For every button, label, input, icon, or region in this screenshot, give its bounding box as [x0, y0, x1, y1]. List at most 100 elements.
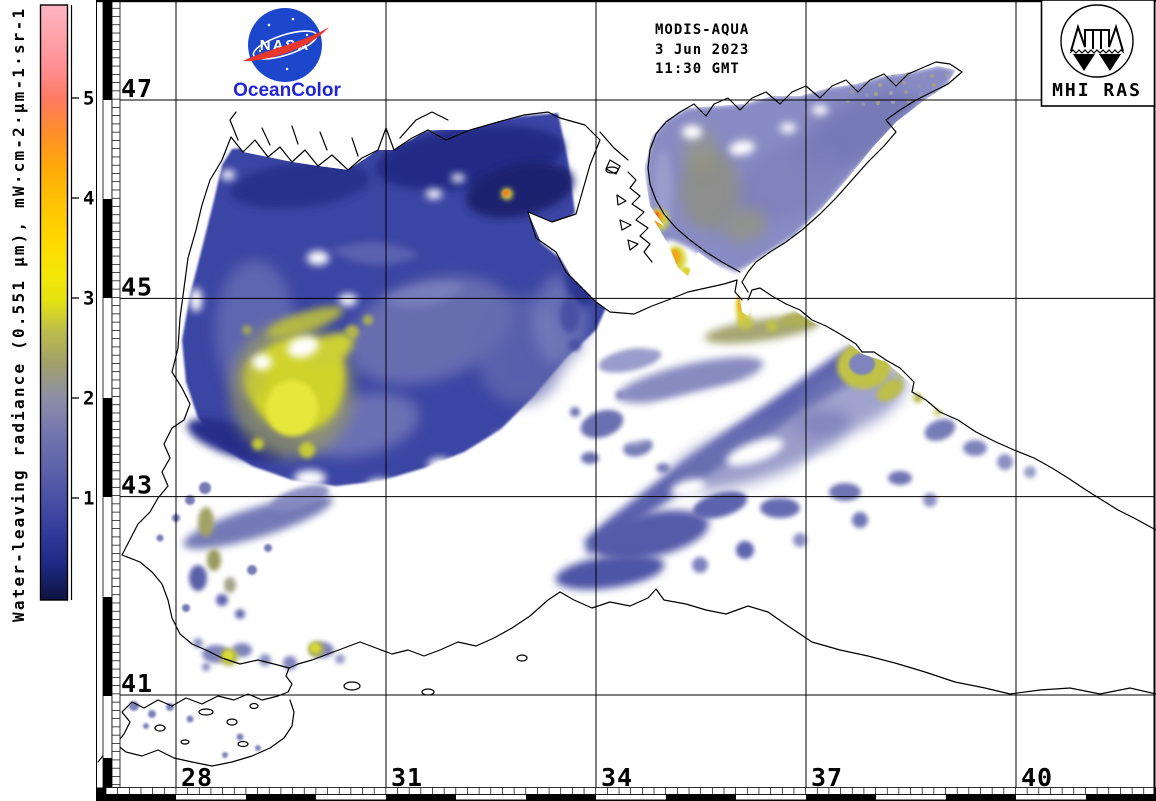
- colorbar-gradient: [39, 4, 69, 601]
- radiance-patch: [997, 454, 1013, 470]
- map-element: [1060, 4, 1134, 78]
- left-degree-bar-segment: [103, 398, 112, 497]
- radiance-patch: [465, 162, 575, 218]
- radiance-patch: [888, 471, 912, 485]
- coastline-segment: [229, 111, 449, 157]
- radiance-patch: [236, 733, 244, 741]
- radiance-patch: [696, 411, 728, 425]
- radiance-patch: [223, 651, 233, 661]
- longitude-label: 31: [391, 763, 423, 792]
- radiance-patch: [216, 594, 228, 606]
- radiance-patch: [812, 105, 828, 115]
- radiance-patch: [264, 544, 272, 552]
- radiance-patch: [287, 336, 319, 358]
- radiance-patch: [310, 643, 320, 653]
- longitude-label: 40: [1021, 763, 1053, 792]
- radiance-patch: [294, 470, 326, 486]
- radiance-patch: [569, 339, 581, 351]
- mhi-emblem-icon: [1060, 4, 1134, 78]
- nasa-swoosh: [243, 27, 329, 62]
- speckle-dot: [916, 83, 922, 89]
- radiance-patch: [656, 463, 670, 473]
- speckle-dot: [877, 82, 883, 88]
- bottom-degree-bar-segment: [666, 794, 736, 801]
- radiance-patch: [736, 541, 754, 559]
- bottom-degree-bar-segment: [1086, 794, 1156, 801]
- radiance-patch: [271, 485, 329, 511]
- coastline-segment: [616, 194, 639, 251]
- radiance-patch: [242, 325, 252, 335]
- map-edge-bars: [96, 0, 1156, 801]
- radiance-patch: [963, 440, 987, 456]
- radiance-patch: [1024, 466, 1036, 478]
- speckle-dot: [890, 99, 896, 105]
- speckle-dot: [845, 98, 851, 104]
- radiance-patch: [230, 161, 370, 209]
- coastline-segment: [747, 287, 1156, 531]
- radiance-patch: [306, 332, 354, 368]
- star-dot: [305, 33, 309, 37]
- radiance-patch: [129, 701, 139, 711]
- radiance-patch: [190, 288, 202, 312]
- nasa-oceancolor-logo: NASA OceanColor: [233, 8, 341, 101]
- longitude-label: 34: [601, 763, 633, 792]
- radiance-patch: [692, 557, 708, 573]
- radiance-patch: [923, 493, 937, 507]
- radiance-patch: [651, 386, 749, 414]
- radiance-patch: [148, 710, 156, 718]
- star-dot: [267, 23, 271, 27]
- left-degree-bar-segment: [103, 758, 112, 788]
- radiance-patch: [252, 354, 272, 370]
- speckle-dot: [929, 73, 935, 79]
- grid-lines: [104, 0, 1154, 788]
- radiance-patch: [495, 432, 515, 444]
- bottom-degree-bar-segment: [386, 794, 456, 801]
- radiance-patch: [580, 409, 624, 439]
- radiance-patch: [185, 495, 195, 505]
- coastline-segment: [599, 131, 629, 175]
- coastline-segment: [198, 708, 214, 716]
- speckle-dot: [873, 91, 879, 97]
- radiance-patch: [307, 251, 329, 265]
- radiance-patch: [207, 549, 221, 571]
- radiance-patch: [800, 457, 840, 479]
- coastline-segment: [285, 588, 1156, 695]
- bottom-degree-bar-segment: [806, 794, 876, 801]
- radiance-patch: [934, 408, 942, 416]
- radiance-patch: [380, 282, 465, 308]
- radiance-patch: [682, 125, 702, 139]
- radiance-patch: [738, 140, 842, 220]
- star-dot: [285, 67, 289, 71]
- coastline-segment: [343, 681, 361, 691]
- colorbar: 5 4 3 2 1 Water-leaving radiance (0.551 μm),…: [9, 4, 94, 622]
- radiance-patch: [622, 417, 668, 443]
- colorbar-axis-label: Water-leaving radiance (0.551 μm), mW·cm…: [9, 7, 28, 622]
- left-degree-bar-segment: [103, 597, 112, 696]
- radiance-patch: [222, 752, 228, 758]
- colorbar-tick-label: 3: [83, 288, 94, 310]
- star-dot: [291, 17, 295, 21]
- mhi-ras-logo: MHI RAS: [1040, 0, 1156, 107]
- radiance-patch: [726, 438, 784, 466]
- radiance-patch: [451, 174, 465, 182]
- radiance-patch: [570, 407, 580, 417]
- radiance-patch: [616, 357, 764, 403]
- radiance-patch: [182, 604, 190, 612]
- speckle-dot: [860, 101, 866, 107]
- map-element: [1073, 54, 1095, 71]
- nasa-circle: [248, 8, 322, 82]
- mhi-box: [1040, 0, 1156, 107]
- radiance-patch: [199, 482, 211, 494]
- radiance-patch: [876, 378, 904, 402]
- colorbar-tick-label: 5: [83, 88, 94, 110]
- radiance-patch: [330, 242, 420, 265]
- scene-info-block: MODIS-AQUA 3 Jun 2023 11:30 GMT: [655, 22, 748, 77]
- radiance-patch: [259, 654, 271, 666]
- radiance-patch: [335, 654, 345, 664]
- bottom-degree-bar-segment: [946, 794, 1016, 801]
- radiance-patch: [560, 297, 580, 333]
- map-element: [1099, 54, 1121, 71]
- radiance-patch: [266, 306, 344, 338]
